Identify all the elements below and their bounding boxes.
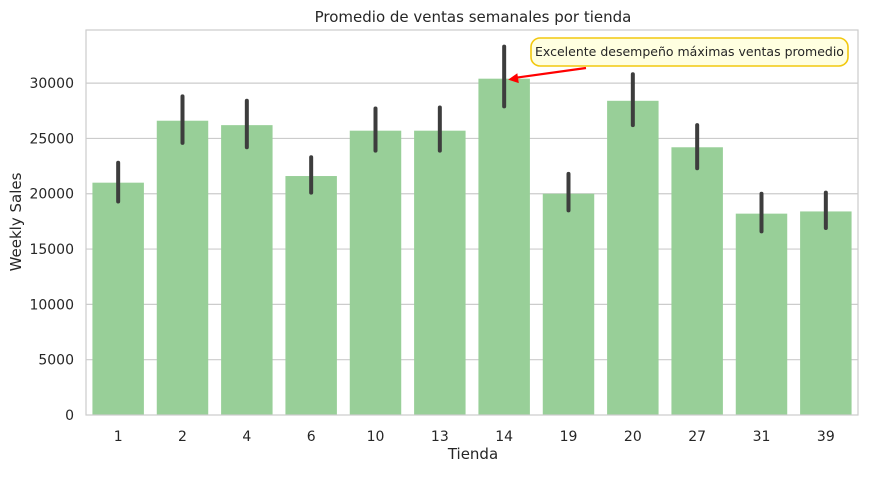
y-tick-label: 25000: [29, 131, 74, 147]
bar-tienda-6: [285, 176, 337, 415]
x-tick-label: 31: [753, 429, 771, 445]
annotation-box: [530, 37, 849, 67]
chart-title: Promedio de ventas semanales por tienda: [315, 8, 632, 26]
bar-tienda-13: [414, 130, 466, 415]
y-tick-label: 30000: [29, 76, 74, 92]
bar-tienda-4: [221, 125, 273, 415]
y-tick-label: 20000: [29, 187, 74, 203]
annotation-arrow-head: [508, 73, 519, 84]
y-axis-label: Weekly Sales: [7, 172, 25, 271]
bar-tienda-10: [349, 130, 402, 415]
y-tick-label: 0: [65, 408, 74, 424]
y-tick-label: 10000: [29, 297, 74, 313]
annotation-arrow-line: [516, 66, 587, 79]
x-tick-label: 1: [114, 429, 123, 445]
bar-tienda-20: [607, 100, 659, 415]
x-tick-label: 10: [367, 429, 385, 445]
x-tick-label: 4: [242, 429, 251, 445]
x-axis-label: Tienda: [447, 445, 498, 463]
bar-tienda-19: [542, 193, 595, 415]
bar-tienda-14: [478, 78, 530, 415]
y-tick-label: 15000: [29, 242, 74, 258]
x-tick-label: 19: [560, 429, 578, 445]
plot-frame: [85, 29, 859, 416]
annotation-text: Excelente desempeño máximas ventas prome…: [535, 44, 844, 59]
bar-tienda-31: [735, 213, 788, 415]
x-tick-label: 20: [624, 429, 642, 445]
y-tick-label: 5000: [38, 353, 74, 369]
bar-tienda-39: [800, 211, 852, 415]
bar-tienda-1: [92, 182, 144, 415]
bar-tienda-2: [156, 120, 209, 416]
x-tick-label: 14: [495, 429, 513, 445]
x-tick-label: 39: [817, 429, 835, 445]
bar-tienda-27: [671, 147, 723, 415]
x-tick-label: 13: [431, 429, 449, 445]
x-tick-label: 27: [688, 429, 706, 445]
x-tick-label: 2: [178, 429, 187, 445]
x-tick-label: 6: [307, 429, 316, 445]
